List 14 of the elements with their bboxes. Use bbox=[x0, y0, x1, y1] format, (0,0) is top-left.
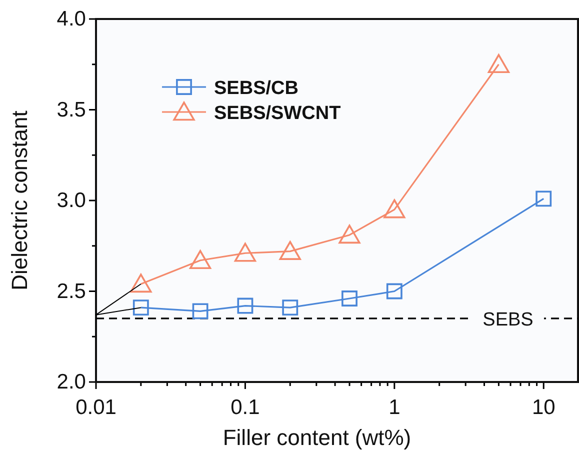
y-tick-label: 2.5 bbox=[56, 280, 86, 303]
x-axis-title: Filler content (wt%) bbox=[222, 425, 412, 450]
ref-line-label: SEBS bbox=[482, 309, 534, 330]
y-tick-label: 2.0 bbox=[56, 370, 86, 394]
x-tick-label: 0.1 bbox=[230, 396, 260, 420]
x-tick-label: 10 bbox=[532, 396, 556, 420]
y-tick-label: 3.0 bbox=[56, 189, 86, 212]
x-tick-label: 0.01 bbox=[76, 396, 116, 420]
x-tick-label: 1 bbox=[388, 396, 400, 420]
y-tick-label: 3.5 bbox=[56, 98, 86, 122]
y-axis-title: Dielectric constant bbox=[7, 110, 32, 290]
legend-label: SEBS/SWCNT bbox=[214, 103, 342, 124]
y-tick-label: 4.0 bbox=[56, 8, 86, 31]
legend-label: SEBS/CB bbox=[214, 78, 298, 99]
